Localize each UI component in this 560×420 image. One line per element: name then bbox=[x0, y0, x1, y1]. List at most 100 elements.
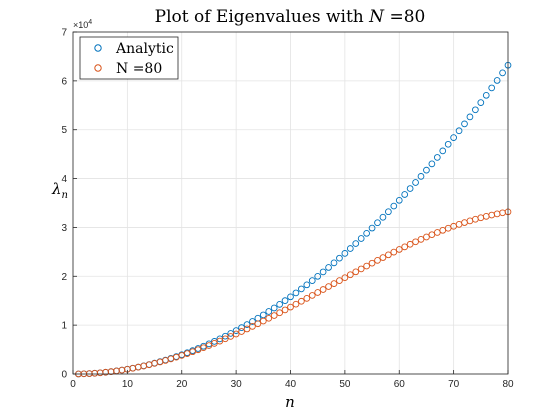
data-point bbox=[466, 113, 474, 121]
data-point bbox=[385, 208, 392, 216]
data-point bbox=[259, 317, 267, 325]
data-point bbox=[303, 281, 311, 289]
data-point bbox=[401, 191, 409, 198]
data-point bbox=[417, 236, 425, 243]
data-point bbox=[270, 312, 278, 319]
data-point bbox=[254, 320, 262, 328]
data-point bbox=[472, 106, 479, 114]
data-point bbox=[493, 77, 501, 84]
y-axis-multiplier: ×104 bbox=[73, 19, 92, 30]
x-tick-label: 10 bbox=[122, 379, 134, 390]
legend-label-analytic: Analytic bbox=[115, 41, 174, 57]
data-series-layer bbox=[75, 61, 512, 378]
data-point bbox=[319, 286, 327, 293]
data-point bbox=[308, 277, 316, 284]
data-point bbox=[276, 301, 283, 308]
data-point bbox=[433, 154, 441, 161]
axis-ticks: 0 10 20 30 40 50 60 70 80 0 1 2 3 4 5 6 7 bbox=[61, 28, 514, 391]
data-point bbox=[461, 120, 468, 128]
data-point bbox=[390, 248, 398, 256]
data-point bbox=[482, 91, 490, 99]
data-point bbox=[412, 238, 419, 246]
x-tick-label: 60 bbox=[394, 379, 406, 390]
y-tick-label: 5 bbox=[61, 125, 67, 136]
x-tick-label: 80 bbox=[502, 379, 514, 390]
y-axis-label: λn bbox=[51, 180, 68, 201]
y-tick-label: 7 bbox=[61, 28, 67, 39]
legend-marker-analytic bbox=[94, 44, 102, 52]
x-tick-label: 20 bbox=[176, 379, 188, 390]
data-point bbox=[357, 265, 365, 273]
legend-label-numerical: N =80 bbox=[116, 61, 162, 77]
legend-marker-numerical bbox=[94, 64, 102, 72]
data-point bbox=[292, 300, 300, 308]
data-point bbox=[395, 196, 403, 204]
data-point bbox=[488, 84, 496, 92]
data-point bbox=[265, 308, 273, 315]
data-point bbox=[265, 314, 273, 322]
y-tick-label: 2 bbox=[61, 272, 67, 283]
data-point bbox=[406, 240, 414, 248]
data-point bbox=[270, 304, 278, 312]
data-point bbox=[281, 306, 289, 314]
data-point bbox=[455, 127, 463, 135]
data-point bbox=[216, 337, 224, 345]
x-tick-label: 30 bbox=[231, 379, 243, 390]
data-point bbox=[330, 259, 338, 267]
data-point bbox=[211, 340, 218, 347]
data-point bbox=[319, 268, 327, 276]
x-axis-label: n bbox=[285, 393, 295, 411]
data-point bbox=[287, 303, 294, 311]
data-point bbox=[357, 235, 365, 242]
x-tick-label: 0 bbox=[70, 379, 76, 390]
data-point bbox=[325, 283, 332, 290]
title-variable: N bbox=[368, 7, 385, 27]
data-point bbox=[428, 231, 436, 239]
data-point bbox=[374, 257, 381, 264]
data-point bbox=[363, 262, 370, 270]
data-point bbox=[379, 254, 387, 261]
multiplier-base: ×10 bbox=[73, 20, 88, 30]
x-tick-label: 50 bbox=[339, 379, 351, 390]
chart-title: Plot of Eigenvalues with N =80 bbox=[155, 7, 426, 27]
data-point bbox=[390, 202, 398, 210]
data-point bbox=[423, 233, 430, 241]
data-point bbox=[287, 293, 294, 301]
data-point bbox=[298, 297, 305, 305]
data-point bbox=[346, 245, 354, 252]
data-point bbox=[395, 246, 403, 253]
data-point bbox=[346, 271, 354, 279]
data-point bbox=[303, 295, 311, 302]
data-point bbox=[314, 272, 322, 280]
data-point bbox=[227, 333, 235, 340]
data-point bbox=[243, 325, 251, 333]
data-point bbox=[314, 289, 322, 296]
data-point bbox=[308, 292, 316, 299]
data-point bbox=[330, 280, 338, 287]
data-point bbox=[298, 285, 305, 293]
y-axis-label-main: λ bbox=[51, 180, 62, 198]
x-tick-label: 40 bbox=[285, 379, 297, 390]
data-point bbox=[341, 250, 349, 257]
data-point bbox=[232, 330, 240, 338]
data-point bbox=[379, 213, 387, 221]
data-point bbox=[238, 328, 245, 335]
x-tick-label: 70 bbox=[448, 379, 460, 390]
data-point bbox=[336, 254, 343, 262]
data-point bbox=[352, 240, 360, 247]
data-point bbox=[428, 160, 436, 168]
data-point bbox=[276, 309, 283, 317]
data-point bbox=[205, 342, 213, 349]
data-point bbox=[385, 251, 392, 259]
data-point bbox=[363, 229, 370, 237]
data-point bbox=[423, 166, 430, 174]
y-tick-label: 0 bbox=[61, 370, 67, 381]
legend: Analytic N =80 bbox=[79, 36, 179, 80]
y-tick-label: 3 bbox=[61, 223, 67, 234]
data-point bbox=[401, 243, 409, 251]
multiplier-exponent: 4 bbox=[88, 19, 92, 26]
y-axis-label-subscript: n bbox=[62, 190, 68, 201]
data-point bbox=[281, 297, 289, 304]
data-point bbox=[368, 259, 376, 267]
